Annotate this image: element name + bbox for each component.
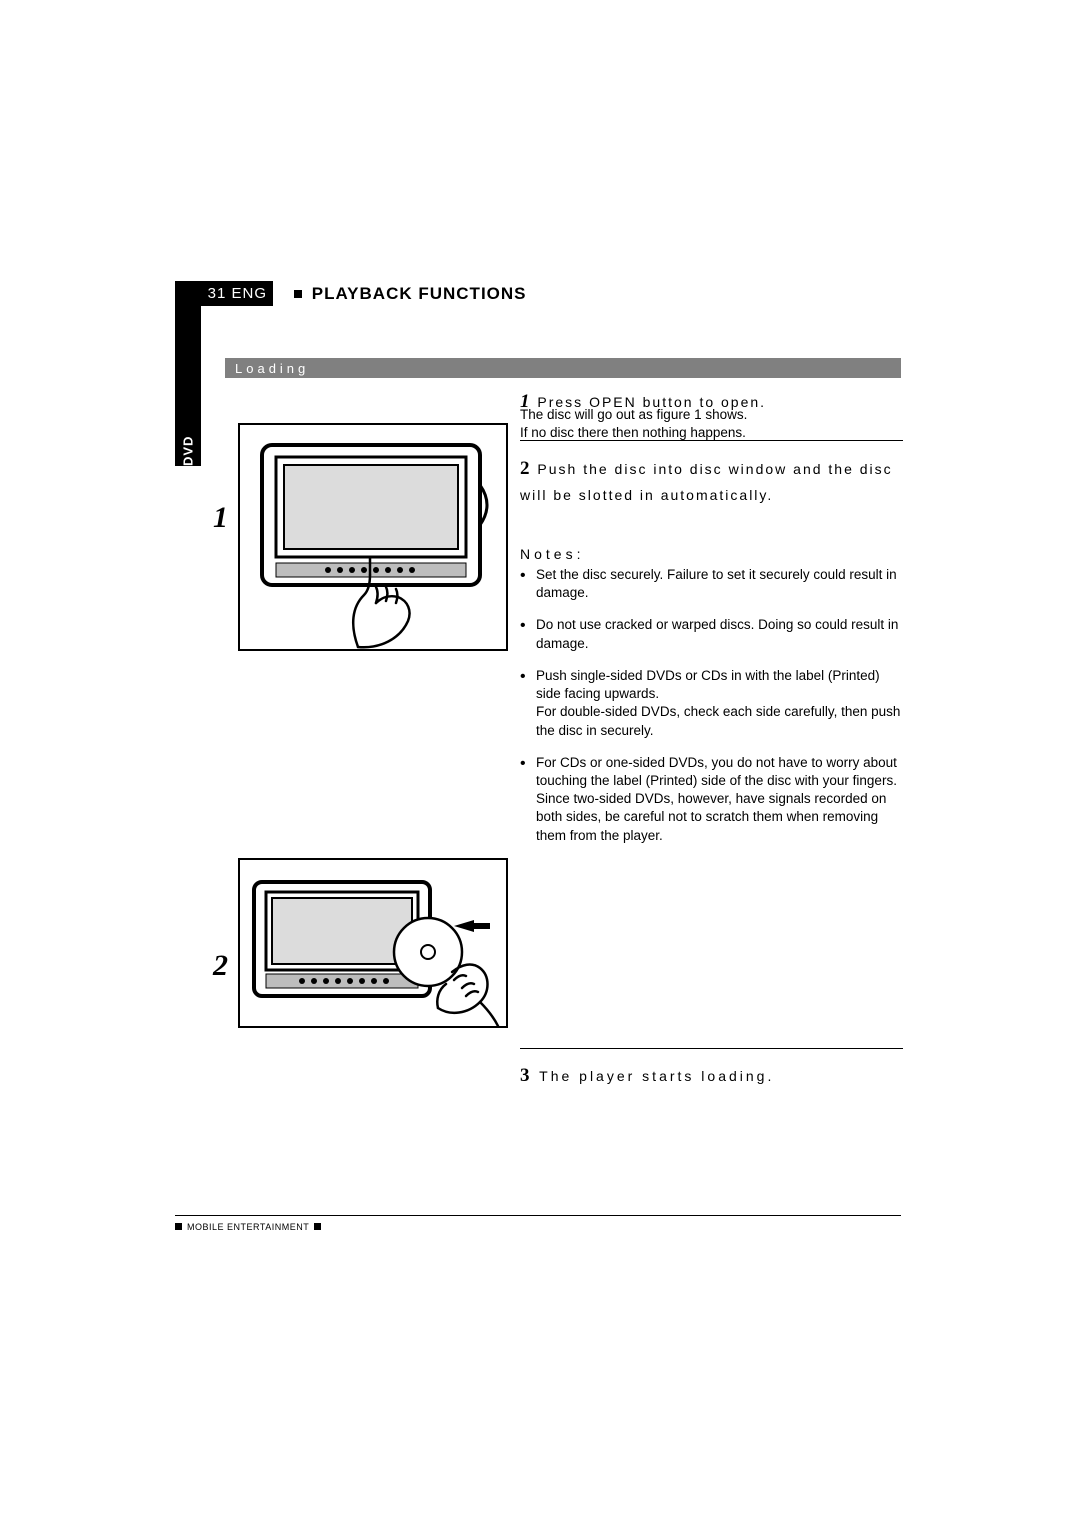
- figure-2-number: 2: [213, 949, 228, 983]
- notes-item: Set the disc securely. Failure to set it…: [520, 566, 903, 602]
- figure-1-number: 1: [213, 501, 228, 535]
- square-icon: [294, 290, 302, 298]
- manual-page: 31 ENG PLAYBACK FUNCTIONS DVD Loading 1: [0, 0, 1080, 1528]
- notes-item: Push single-sided DVDs or CDs in with th…: [520, 667, 903, 740]
- insert-disc-icon: [240, 860, 510, 1030]
- step-1-body: The disc will go out as figure 1 shows. …: [520, 406, 903, 442]
- step-2-number: 2: [520, 458, 532, 479]
- notes-item: For CDs or one-sided DVDs, you do not ha…: [520, 754, 903, 845]
- step-3-head: The player starts loading.: [539, 1068, 774, 1084]
- square-icon: [314, 1223, 321, 1230]
- device-open-icon: [240, 425, 510, 653]
- section-bar: Loading: [225, 358, 901, 378]
- page-title: PLAYBACK FUNCTIONS: [312, 284, 527, 303]
- step-2: 2 Push the disc into disc window and the…: [520, 453, 903, 507]
- header-page-lang: 31 ENG: [175, 281, 273, 306]
- figure-1-illustration: [238, 423, 508, 651]
- divider-rule: [520, 1048, 903, 1049]
- notes-item: Do not use cracked or warped discs. Doin…: [520, 616, 903, 652]
- divider-rule: [520, 440, 903, 441]
- page-number: 31: [208, 285, 227, 302]
- notes-heading: Notes:: [520, 545, 903, 564]
- footer-rule: [175, 1215, 901, 1216]
- header-title-row: PLAYBACK FUNCTIONS: [290, 284, 527, 304]
- side-tab-label: DVD: [175, 306, 201, 466]
- section-title: Loading: [235, 361, 309, 376]
- step-3-number: 3: [520, 1065, 533, 1086]
- page-lang: ENG: [231, 285, 267, 302]
- step-2-head: Push the disc into disc window and the d…: [520, 461, 893, 503]
- figure-2-illustration: [238, 858, 508, 1028]
- step-3: 3 The player starts loading.: [520, 1063, 903, 1089]
- square-icon: [175, 1223, 182, 1230]
- footer-text: MOBILE ENTERTAINMENT: [187, 1222, 309, 1232]
- footer: MOBILE ENTERTAINMENT: [175, 1221, 321, 1232]
- notes-list: Set the disc securely. Failure to set it…: [520, 566, 903, 859]
- step-1-body-line1: The disc will go out as figure 1 shows.: [520, 406, 903, 424]
